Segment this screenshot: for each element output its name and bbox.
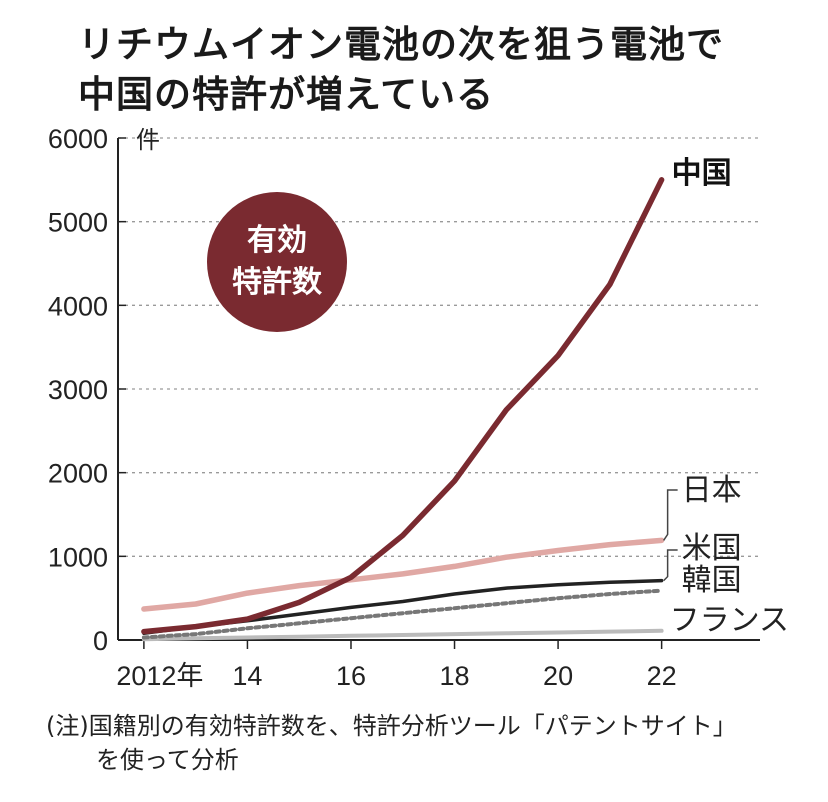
y-tick-label: 5000 (48, 208, 108, 238)
badge-text-line2: 特許数 (232, 265, 323, 300)
y-tick-label: 1000 (48, 542, 108, 572)
y-unit-label: 件 (136, 126, 160, 154)
series-label-中国: 中国 (672, 156, 732, 191)
y-tick-label: 6000 (48, 124, 108, 154)
y-tick-label: 3000 (48, 375, 108, 405)
x-tick-label: 18 (440, 661, 470, 691)
x-tick-label: 22 (647, 661, 677, 691)
series-label-米国: 米国 (682, 531, 742, 566)
x-tick-label: 20 (543, 661, 573, 691)
y-tick-label: 0 (93, 626, 108, 656)
series-line-フランス (141, 628, 664, 642)
chart-title-line2: 中国の特許が増えている (78, 73, 495, 116)
footnote-line1: (注)国籍別の有効特許数を、特許分析ツール「パテントサイト」 (46, 712, 737, 740)
y-tick-label: 4000 (48, 291, 108, 321)
badge-circle (207, 192, 347, 332)
y-tick-label: 2000 (48, 459, 108, 489)
x-tick-label: 16 (336, 661, 366, 691)
footnote-line2: を使って分析 (96, 746, 239, 774)
series-line-中国 (141, 177, 665, 635)
series-line-日本 (141, 537, 665, 612)
chart-title-line1: リチウムイオン電池の次を狙う電池で (78, 23, 724, 66)
badge: 有効 特許数 (207, 192, 347, 332)
axes: 0 1000 2000 3000 4000 5000 6000 件 2012年 14 16 18 20 2… (48, 124, 760, 691)
x-tick-label: 14 (232, 661, 262, 691)
badge-text-line1: 有効 (247, 223, 307, 258)
series-label-韓国: 韓国 (682, 563, 742, 598)
series-label-日本: 日本 (682, 473, 742, 508)
x-tick-label: 2012年 (116, 661, 203, 691)
series-line-韓国 (141, 588, 664, 640)
series-label-フランス: フランス (670, 603, 789, 638)
leader-line-日本 (663, 489, 678, 541)
series-lines (141, 177, 665, 642)
leader-line-米国 (663, 549, 678, 582)
